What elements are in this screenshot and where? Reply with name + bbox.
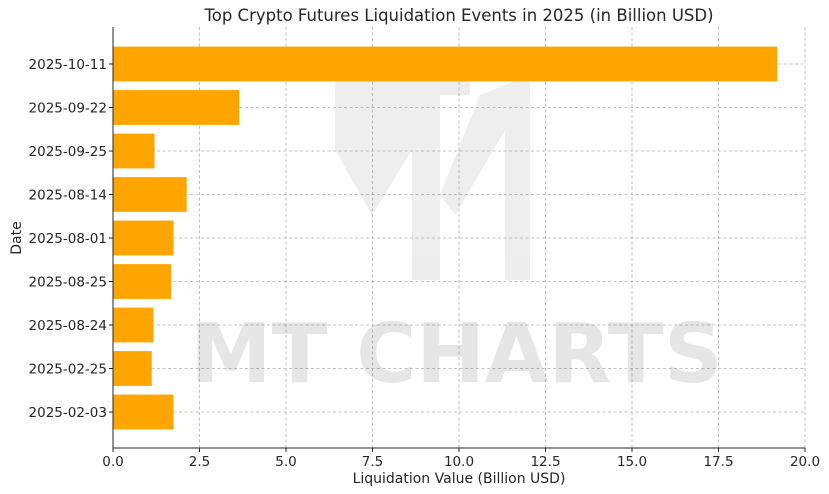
- x-tick-label: 12.5: [530, 454, 560, 470]
- y-tick-label: 2025-09-22: [29, 101, 107, 117]
- y-tick-label: 2025-10-11: [29, 57, 107, 73]
- x-tick-label: 10.0: [444, 454, 474, 470]
- y-tick-label: 2025-08-24: [29, 318, 107, 334]
- bar: [113, 220, 174, 256]
- x-ticks: 0.0 2.5 5.0 7.5 10.0 12.5 15.0 17.5 20.0: [102, 448, 820, 470]
- x-axis-label: Liquidation Value (Billion USD): [353, 471, 566, 487]
- y-tick-label: 2025-08-14: [29, 188, 107, 204]
- bar: [113, 46, 778, 82]
- bar: [113, 351, 152, 386]
- x-tick-label: 7.5: [362, 454, 383, 470]
- y-tick-label: 2025-08-25: [29, 275, 107, 291]
- x-tick-label: 5.0: [275, 454, 296, 470]
- bar: [113, 264, 172, 299]
- watermark-text: MT CHARTS: [190, 307, 723, 402]
- bar: [113, 394, 174, 430]
- x-tick-label: 15.0: [617, 454, 647, 470]
- watermark: MT CHARTS: [190, 75, 723, 402]
- bar: [113, 133, 155, 169]
- y-axis-label: Date: [9, 221, 25, 254]
- x-tick-label: 20.0: [790, 454, 820, 470]
- y-tick-label: 2025-09-25: [29, 144, 107, 160]
- y-tick-label: 2025-08-01: [29, 231, 107, 247]
- bar: [113, 177, 187, 212]
- x-tick-label: 17.5: [703, 454, 733, 470]
- watermark-logo: [335, 75, 530, 280]
- bar: [113, 90, 240, 125]
- x-tick-label: 0.0: [102, 454, 123, 470]
- chart-title: Top Crypto Futures Liquidation Events in…: [203, 6, 713, 25]
- y-tick-label: 2025-02-03: [29, 405, 107, 421]
- y-tick-label: 2025-02-25: [29, 362, 107, 378]
- bar: [113, 307, 154, 343]
- bars-layer: [113, 46, 778, 430]
- y-ticks: 2025-10-11 2025-09-22 2025-09-25 2025-08-14…: [29, 57, 113, 421]
- x-tick-label: 2.5: [189, 454, 210, 470]
